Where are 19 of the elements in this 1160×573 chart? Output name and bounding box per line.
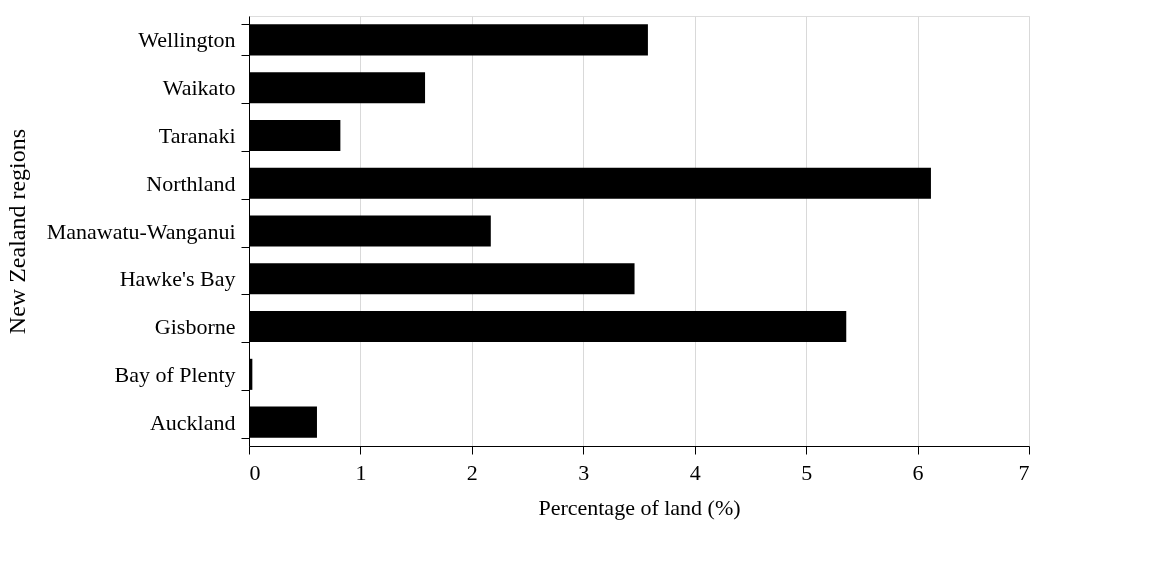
- y-tick-label: Wellington: [138, 27, 236, 53]
- x-tick-label: 5: [801, 459, 813, 485]
- y-tick-label: Manawatu-Wanganui: [46, 218, 236, 244]
- x-tick-label: 6: [912, 459, 924, 485]
- x-tick-label: 7: [1018, 459, 1030, 485]
- y-tick-label: Taranaki: [158, 122, 236, 148]
- x-tick-label: 0: [249, 459, 261, 485]
- y-tick-label: Auckland: [149, 409, 236, 435]
- x-tick-label: 1: [355, 459, 367, 485]
- x-tick-label: 4: [689, 459, 701, 485]
- y-tick-label: Bay of Plenty: [114, 361, 236, 387]
- x-axis-title: Percentage of land (%): [538, 494, 741, 520]
- y-tick-label: Hawke's Bay: [119, 266, 236, 292]
- y-tick-label: Northland: [146, 170, 236, 196]
- x-tick-label: 3: [578, 459, 590, 485]
- y-axis-title: New Zealand regions: [3, 128, 30, 335]
- y-tick-label: Waikato: [162, 75, 236, 101]
- y-tick-label: Gisborne: [154, 314, 236, 340]
- x-tick-label: 2: [466, 459, 478, 485]
